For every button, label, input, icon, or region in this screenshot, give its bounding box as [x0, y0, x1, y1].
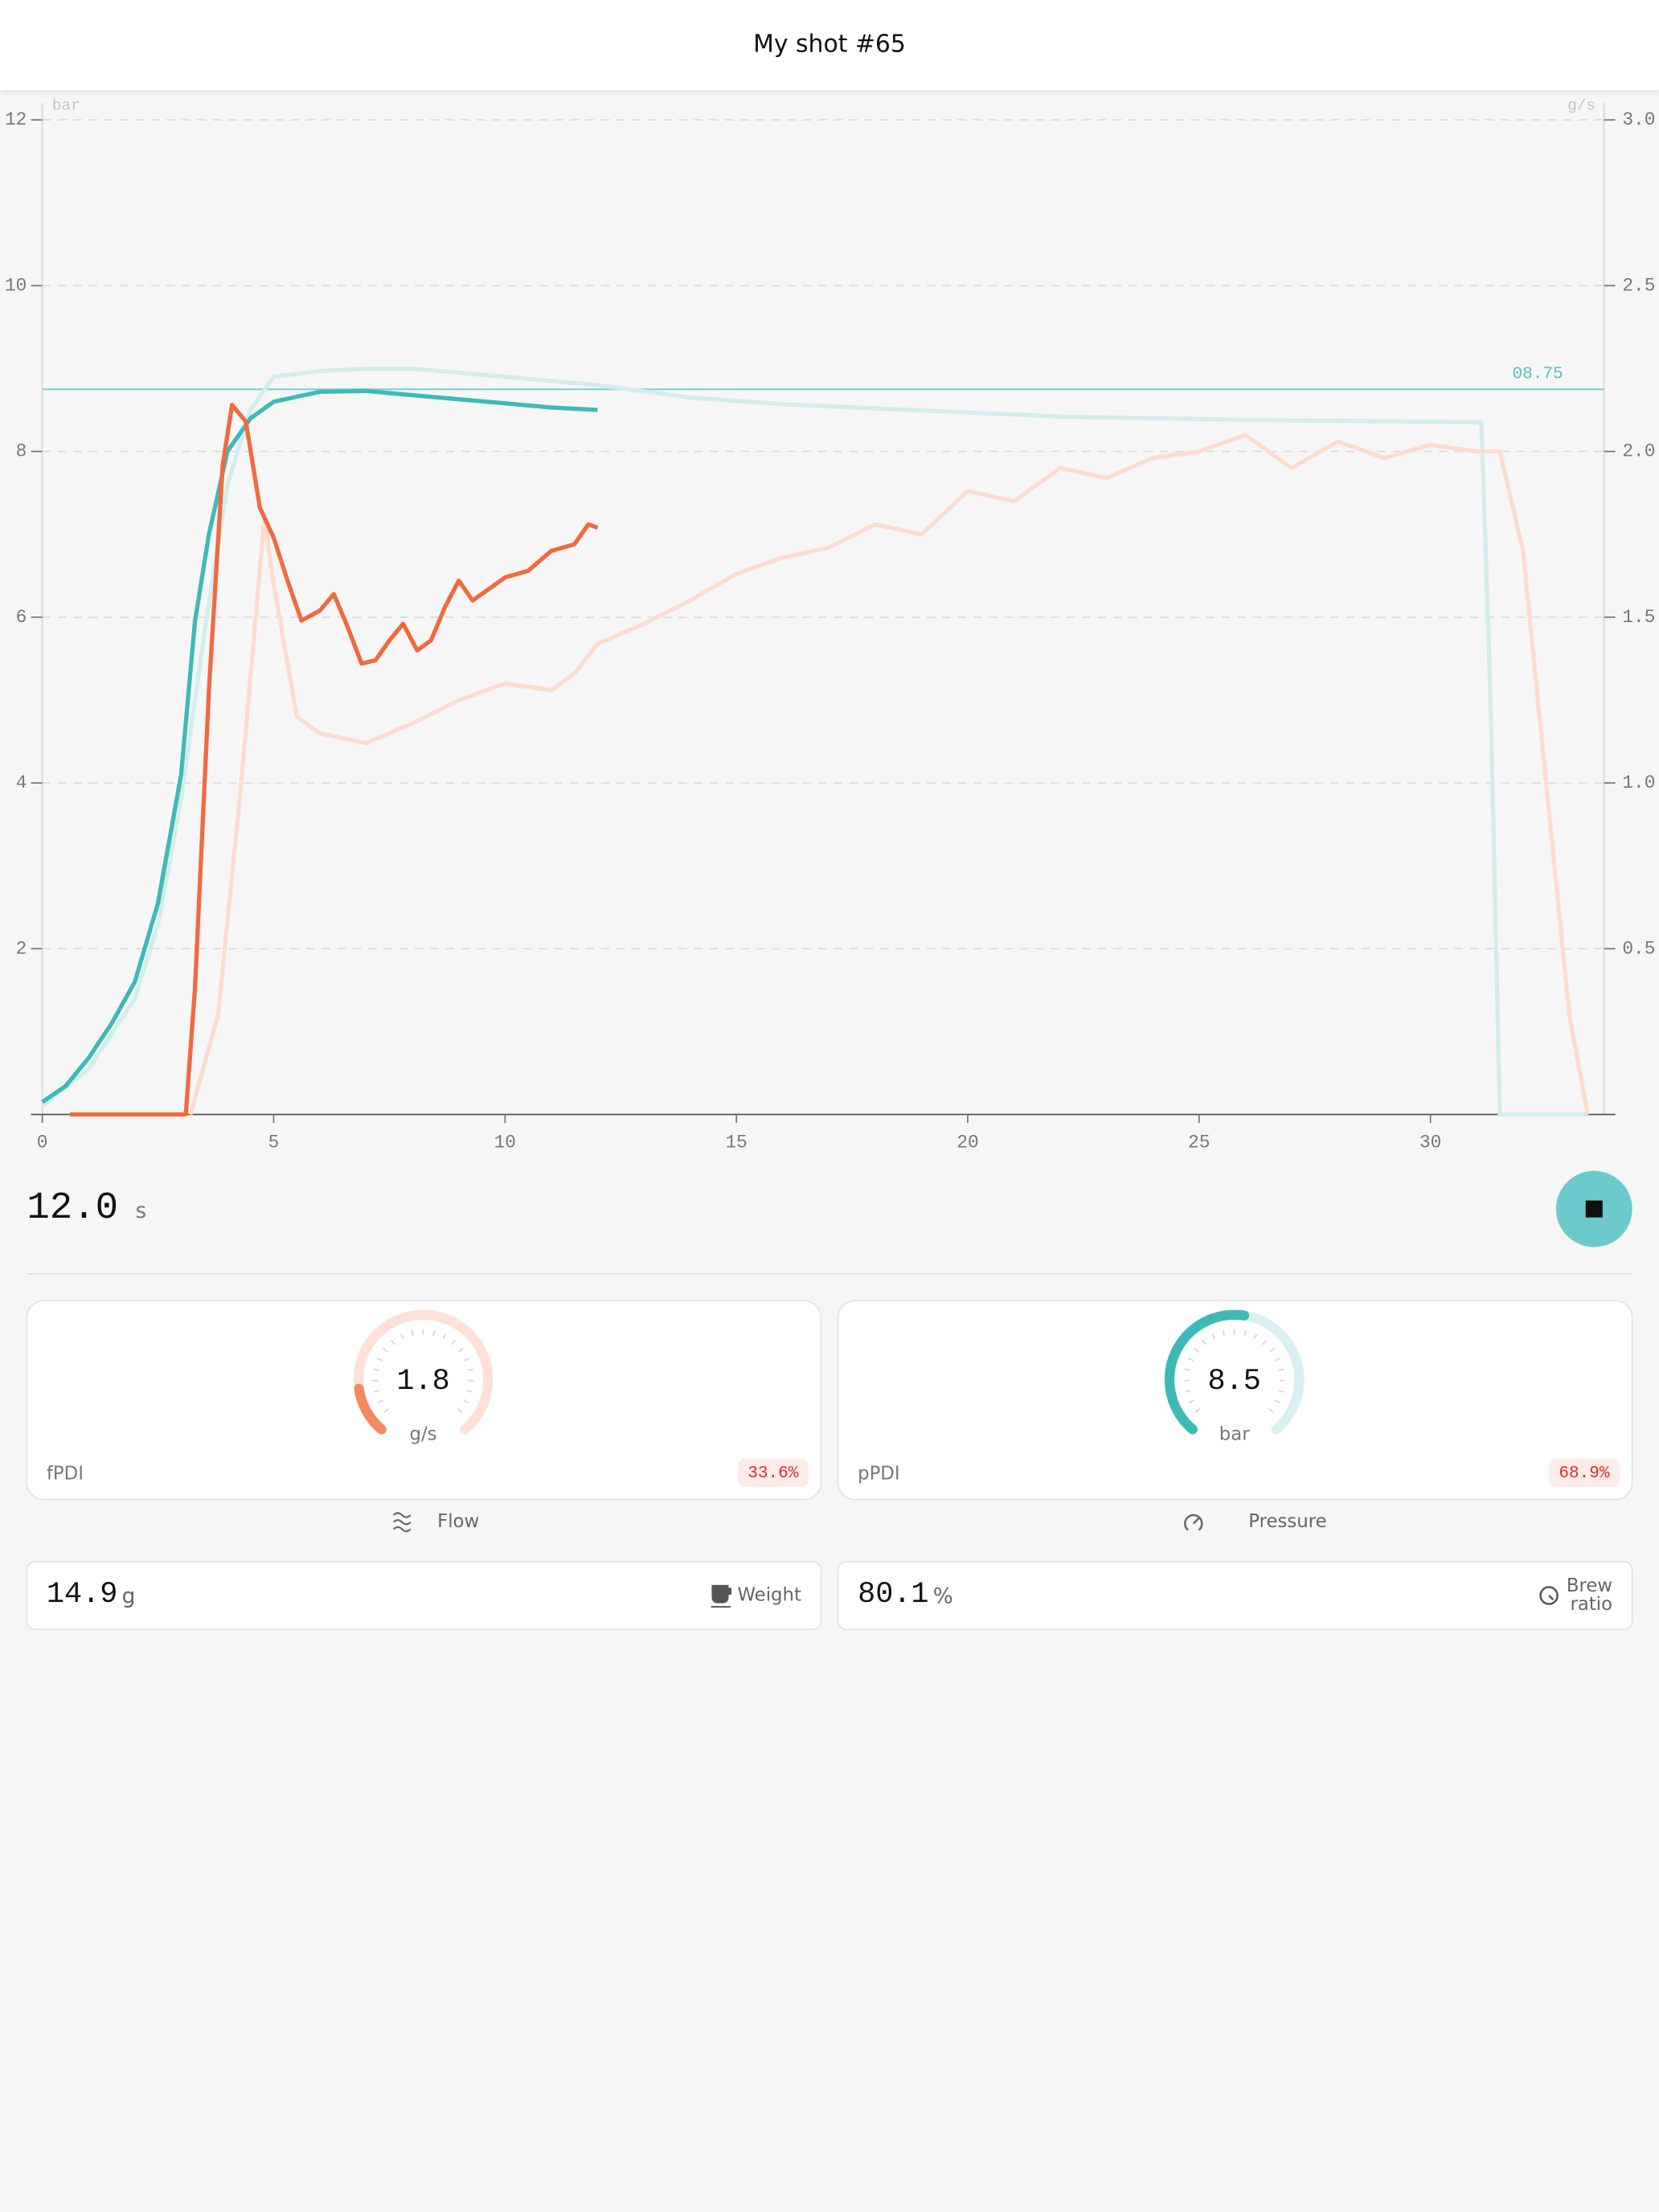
series-line: [41, 388, 598, 1104]
gauge-tick: [1275, 1357, 1281, 1362]
badge: 68.9%: [1559, 1464, 1610, 1483]
gauge-card: [26, 1300, 822, 1501]
gauge-tick: [376, 1357, 383, 1362]
stat-value: 80.1: [858, 1578, 928, 1612]
gauge-tick: [1184, 1368, 1190, 1371]
gauge-unit: g/s: [410, 1423, 437, 1444]
gauge-tick: [432, 1329, 436, 1336]
y2-tick-label: 1.0: [1622, 772, 1655, 793]
stat-unit: g: [122, 1584, 136, 1608]
gauge-value: 1.8: [396, 1365, 449, 1399]
gauge-tick: [1268, 1407, 1274, 1413]
y-tick-label: 8: [16, 441, 27, 462]
pressure-icon: [1184, 1514, 1203, 1531]
gauge-tick: [377, 1399, 383, 1403]
x-tick-label: 10: [494, 1133, 516, 1153]
gauge-tick: [463, 1399, 469, 1403]
x-tick-label: 5: [268, 1133, 280, 1153]
flow-icon: [392, 1512, 412, 1533]
gauge-tick: [1211, 1333, 1215, 1340]
gauge-value-arc: [1164, 1309, 1250, 1435]
gauge-value: 8.5: [1208, 1365, 1261, 1399]
y2-tick-label: 0.5: [1622, 938, 1655, 959]
gauge-label: pPDI: [858, 1464, 900, 1485]
weight-icon: [711, 1584, 732, 1608]
gauge-label: fPDI: [47, 1464, 84, 1485]
gauge-tick: [1194, 1347, 1199, 1353]
stat-label: Weight: [737, 1585, 801, 1606]
stat-label: Brew: [1567, 1575, 1612, 1596]
gauge-tick: [400, 1333, 404, 1340]
x-tick-label: 30: [1419, 1133, 1441, 1153]
gauge-tick: [451, 1339, 456, 1346]
y2-tick-label: 1.5: [1622, 607, 1655, 628]
series-line: [70, 403, 599, 1117]
gauge-tick: [1253, 1333, 1258, 1340]
gauge-tick: [1277, 1390, 1284, 1393]
y2-tick-label: 2.0: [1622, 441, 1655, 462]
badge: 33.6%: [748, 1464, 799, 1483]
series-line: [188, 432, 1590, 1116]
stat-value: 14.9: [47, 1578, 117, 1612]
ratio-icon-hand: [1548, 1595, 1555, 1601]
timer-value: 12.0: [27, 1187, 118, 1230]
stop-icon: [1585, 1200, 1603, 1218]
gauge-tick: [374, 1390, 380, 1393]
y-tick-label: 10: [5, 275, 27, 296]
gauge-tick: [464, 1357, 470, 1362]
gauge-card: [837, 1300, 1633, 1501]
caption: Pressure: [1248, 1511, 1326, 1532]
stat-card: [26, 1561, 822, 1631]
gauge-tick: [1274, 1399, 1280, 1403]
gauge-tick: [466, 1390, 473, 1393]
gauge-tick: [1243, 1329, 1247, 1336]
gauge-tick: [1222, 1329, 1225, 1336]
y-axis-unit: bar: [52, 97, 80, 115]
ratio-icon: [1539, 1586, 1559, 1605]
gauge-tick: [383, 1407, 390, 1413]
gauge-value-arc: [354, 1383, 387, 1435]
badge-bg: [1549, 1458, 1620, 1487]
y-tick-label: 2: [16, 938, 27, 959]
timer-unit: s: [135, 1199, 146, 1223]
x-tick-label: 15: [725, 1133, 747, 1153]
gauge-tick: [411, 1329, 414, 1336]
y-tick-label: 4: [16, 772, 27, 793]
gauge-tick: [1262, 1339, 1268, 1346]
series-line: [41, 366, 1588, 1117]
gauge-tick: [458, 1347, 464, 1353]
gauge-tick: [1189, 1399, 1195, 1403]
stat-unit: %: [933, 1584, 953, 1608]
gauge-tick: [457, 1407, 463, 1413]
y-tick-label: 12: [5, 109, 27, 130]
gauge-tick: [1194, 1407, 1201, 1413]
y2-tick-label: 2.5: [1622, 275, 1655, 296]
gauge-tick: [383, 1347, 388, 1353]
gauge-tick: [373, 1368, 379, 1371]
gauge-tick: [442, 1333, 447, 1340]
stat-label: ratio: [1571, 1594, 1613, 1615]
y-tick-label: 6: [16, 607, 27, 628]
gauge-tick: [467, 1368, 473, 1371]
gauge-tick: [1185, 1390, 1191, 1393]
y2-axis-unit: g/s: [1567, 97, 1596, 115]
gauge-tick: [1202, 1339, 1207, 1346]
x-tick-label: 25: [1188, 1133, 1210, 1153]
stat-card: [837, 1561, 1633, 1631]
y2-tick-label: 3.0: [1622, 109, 1655, 130]
header-bar: [0, 0, 1659, 91]
page-title: My shot #65: [753, 31, 906, 59]
badge-bg: [737, 1458, 809, 1487]
caption: Flow: [437, 1511, 479, 1532]
x-tick-label: 0: [37, 1133, 48, 1153]
gauge-tick: [1188, 1357, 1194, 1362]
gauge-tick: [1278, 1368, 1284, 1371]
gauge-unit: bar: [1219, 1423, 1250, 1444]
gauge-tick: [391, 1339, 395, 1346]
reference-label: 08.75: [1512, 365, 1563, 384]
x-tick-label: 20: [956, 1133, 978, 1153]
gauge-tick: [1269, 1347, 1276, 1353]
